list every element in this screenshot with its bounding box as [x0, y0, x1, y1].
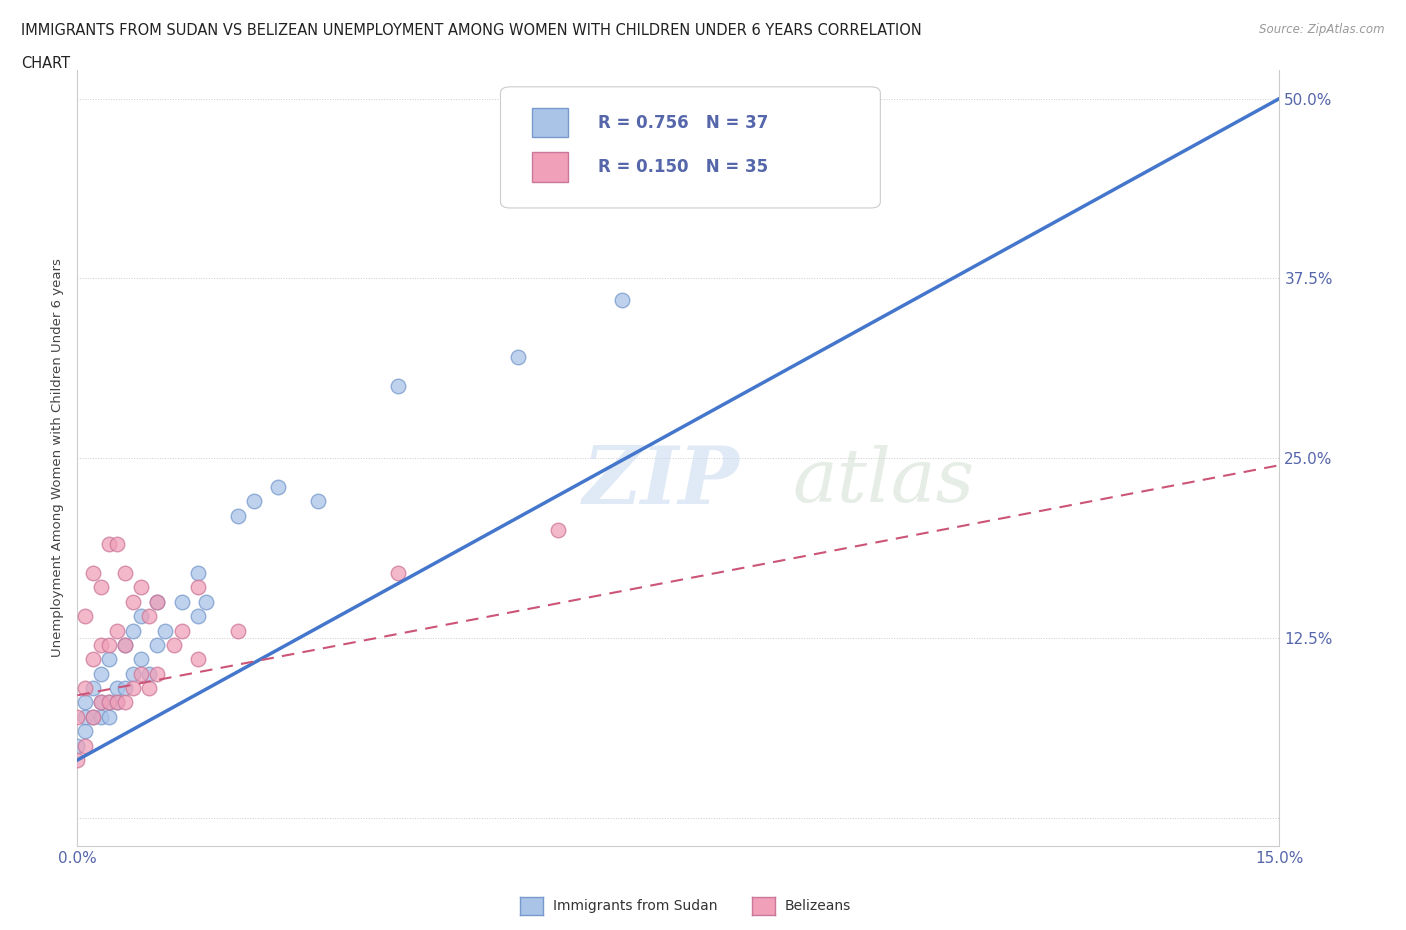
Point: [90, 638, 112, 653]
Point: [98, 652, 121, 667]
Point: [387, 565, 409, 580]
Point: [122, 594, 145, 609]
Point: [267, 479, 290, 494]
Point: [75, 681, 97, 696]
Point: [146, 594, 169, 609]
Point: [98, 695, 121, 710]
Point: [187, 609, 209, 624]
Point: [122, 681, 145, 696]
Point: [107, 695, 129, 710]
Point: [114, 681, 136, 696]
Text: ZIP: ZIP: [582, 443, 740, 520]
Point: [82, 710, 104, 724]
Point: [162, 638, 184, 653]
Point: [138, 609, 160, 624]
Point: [114, 638, 136, 653]
Point: [242, 494, 264, 509]
Point: [146, 666, 169, 681]
Point: [146, 638, 169, 653]
Point: [66, 752, 89, 767]
Point: [187, 580, 209, 595]
Point: [107, 623, 129, 638]
Point: [707, 178, 730, 193]
Point: [98, 537, 121, 551]
Point: [131, 666, 153, 681]
Point: [155, 623, 177, 638]
Point: [122, 623, 145, 638]
Point: [547, 523, 569, 538]
Point: [107, 695, 129, 710]
Point: [170, 594, 193, 609]
Text: Immigrants from Sudan: Immigrants from Sudan: [553, 898, 717, 913]
Text: CHART: CHART: [21, 56, 70, 71]
Point: [131, 580, 153, 595]
Point: [307, 494, 329, 509]
FancyBboxPatch shape: [501, 86, 880, 208]
Point: [75, 695, 97, 710]
Text: R = 0.756   N = 37: R = 0.756 N = 37: [598, 113, 768, 131]
Point: [90, 695, 112, 710]
Point: [114, 695, 136, 710]
Point: [131, 609, 153, 624]
Point: [114, 638, 136, 653]
Point: [226, 623, 249, 638]
Text: IMMIGRANTS FROM SUDAN VS BELIZEAN UNEMPLOYMENT AMONG WOMEN WITH CHILDREN UNDER 6: IMMIGRANTS FROM SUDAN VS BELIZEAN UNEMPL…: [21, 23, 922, 38]
FancyBboxPatch shape: [531, 153, 568, 181]
Point: [138, 681, 160, 696]
Point: [82, 652, 104, 667]
Point: [66, 738, 89, 753]
FancyBboxPatch shape: [531, 108, 568, 138]
Point: [194, 594, 217, 609]
Point: [98, 638, 121, 653]
Point: [90, 666, 112, 681]
Point: [98, 695, 121, 710]
Point: [387, 379, 409, 393]
Text: atlas: atlas: [793, 445, 974, 518]
Point: [90, 710, 112, 724]
Point: [612, 292, 634, 307]
Point: [90, 580, 112, 595]
Point: [114, 565, 136, 580]
Point: [131, 652, 153, 667]
Point: [146, 594, 169, 609]
Point: [75, 710, 97, 724]
Point: [90, 695, 112, 710]
Text: R = 0.150   N = 35: R = 0.150 N = 35: [598, 158, 768, 176]
Point: [107, 537, 129, 551]
Point: [66, 710, 89, 724]
Point: [122, 666, 145, 681]
Text: Belizeans: Belizeans: [785, 898, 851, 913]
Point: [82, 565, 104, 580]
Point: [187, 565, 209, 580]
Point: [75, 609, 97, 624]
Point: [82, 681, 104, 696]
Y-axis label: Unemployment Among Women with Children Under 6 years: Unemployment Among Women with Children U…: [51, 259, 65, 658]
Point: [170, 623, 193, 638]
Point: [138, 666, 160, 681]
Point: [508, 350, 530, 365]
Point: [787, 192, 810, 206]
Point: [75, 724, 97, 738]
Point: [82, 710, 104, 724]
Point: [187, 652, 209, 667]
Point: [75, 738, 97, 753]
Point: [226, 508, 249, 523]
Text: Source: ZipAtlas.com: Source: ZipAtlas.com: [1260, 23, 1385, 36]
Point: [98, 710, 121, 724]
Point: [107, 681, 129, 696]
